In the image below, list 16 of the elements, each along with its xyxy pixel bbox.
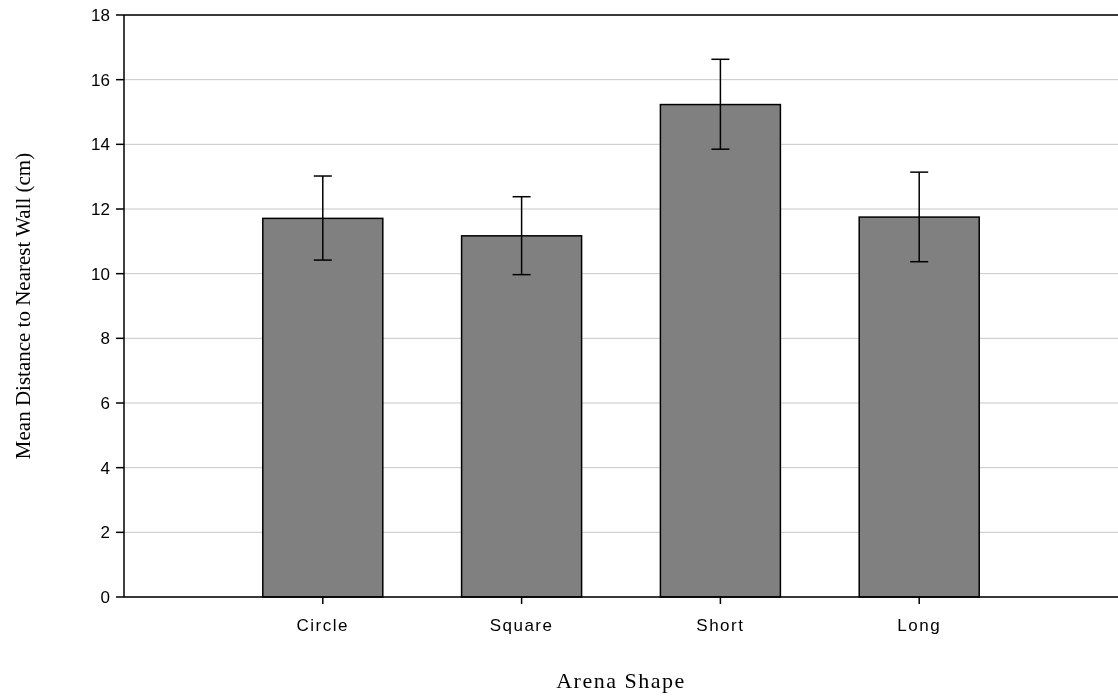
x-tick-label: Long (897, 616, 942, 635)
x-tick-label: Circle (296, 616, 350, 635)
y-tick-label: 12 (91, 199, 110, 219)
x-tick-label: Square (489, 616, 554, 635)
y-tick-label: 4 (100, 458, 110, 478)
y-tick-label: 2 (100, 523, 110, 543)
y-tick-label: 6 (100, 393, 110, 413)
x-tick-label: Short (696, 616, 745, 635)
y-axis-title: Mean Distance to Nearest Wall (cm) (11, 152, 35, 460)
y-tick-label: 10 (91, 264, 110, 284)
x-axis-title: Arena Shape (556, 668, 686, 693)
y-tick-label: 14 (91, 135, 110, 155)
y-tick-label: 0 (100, 587, 110, 607)
y-tick-label: 18 (91, 5, 110, 25)
y-tick-label: 8 (100, 329, 110, 349)
y-tick-label: 16 (91, 70, 110, 90)
